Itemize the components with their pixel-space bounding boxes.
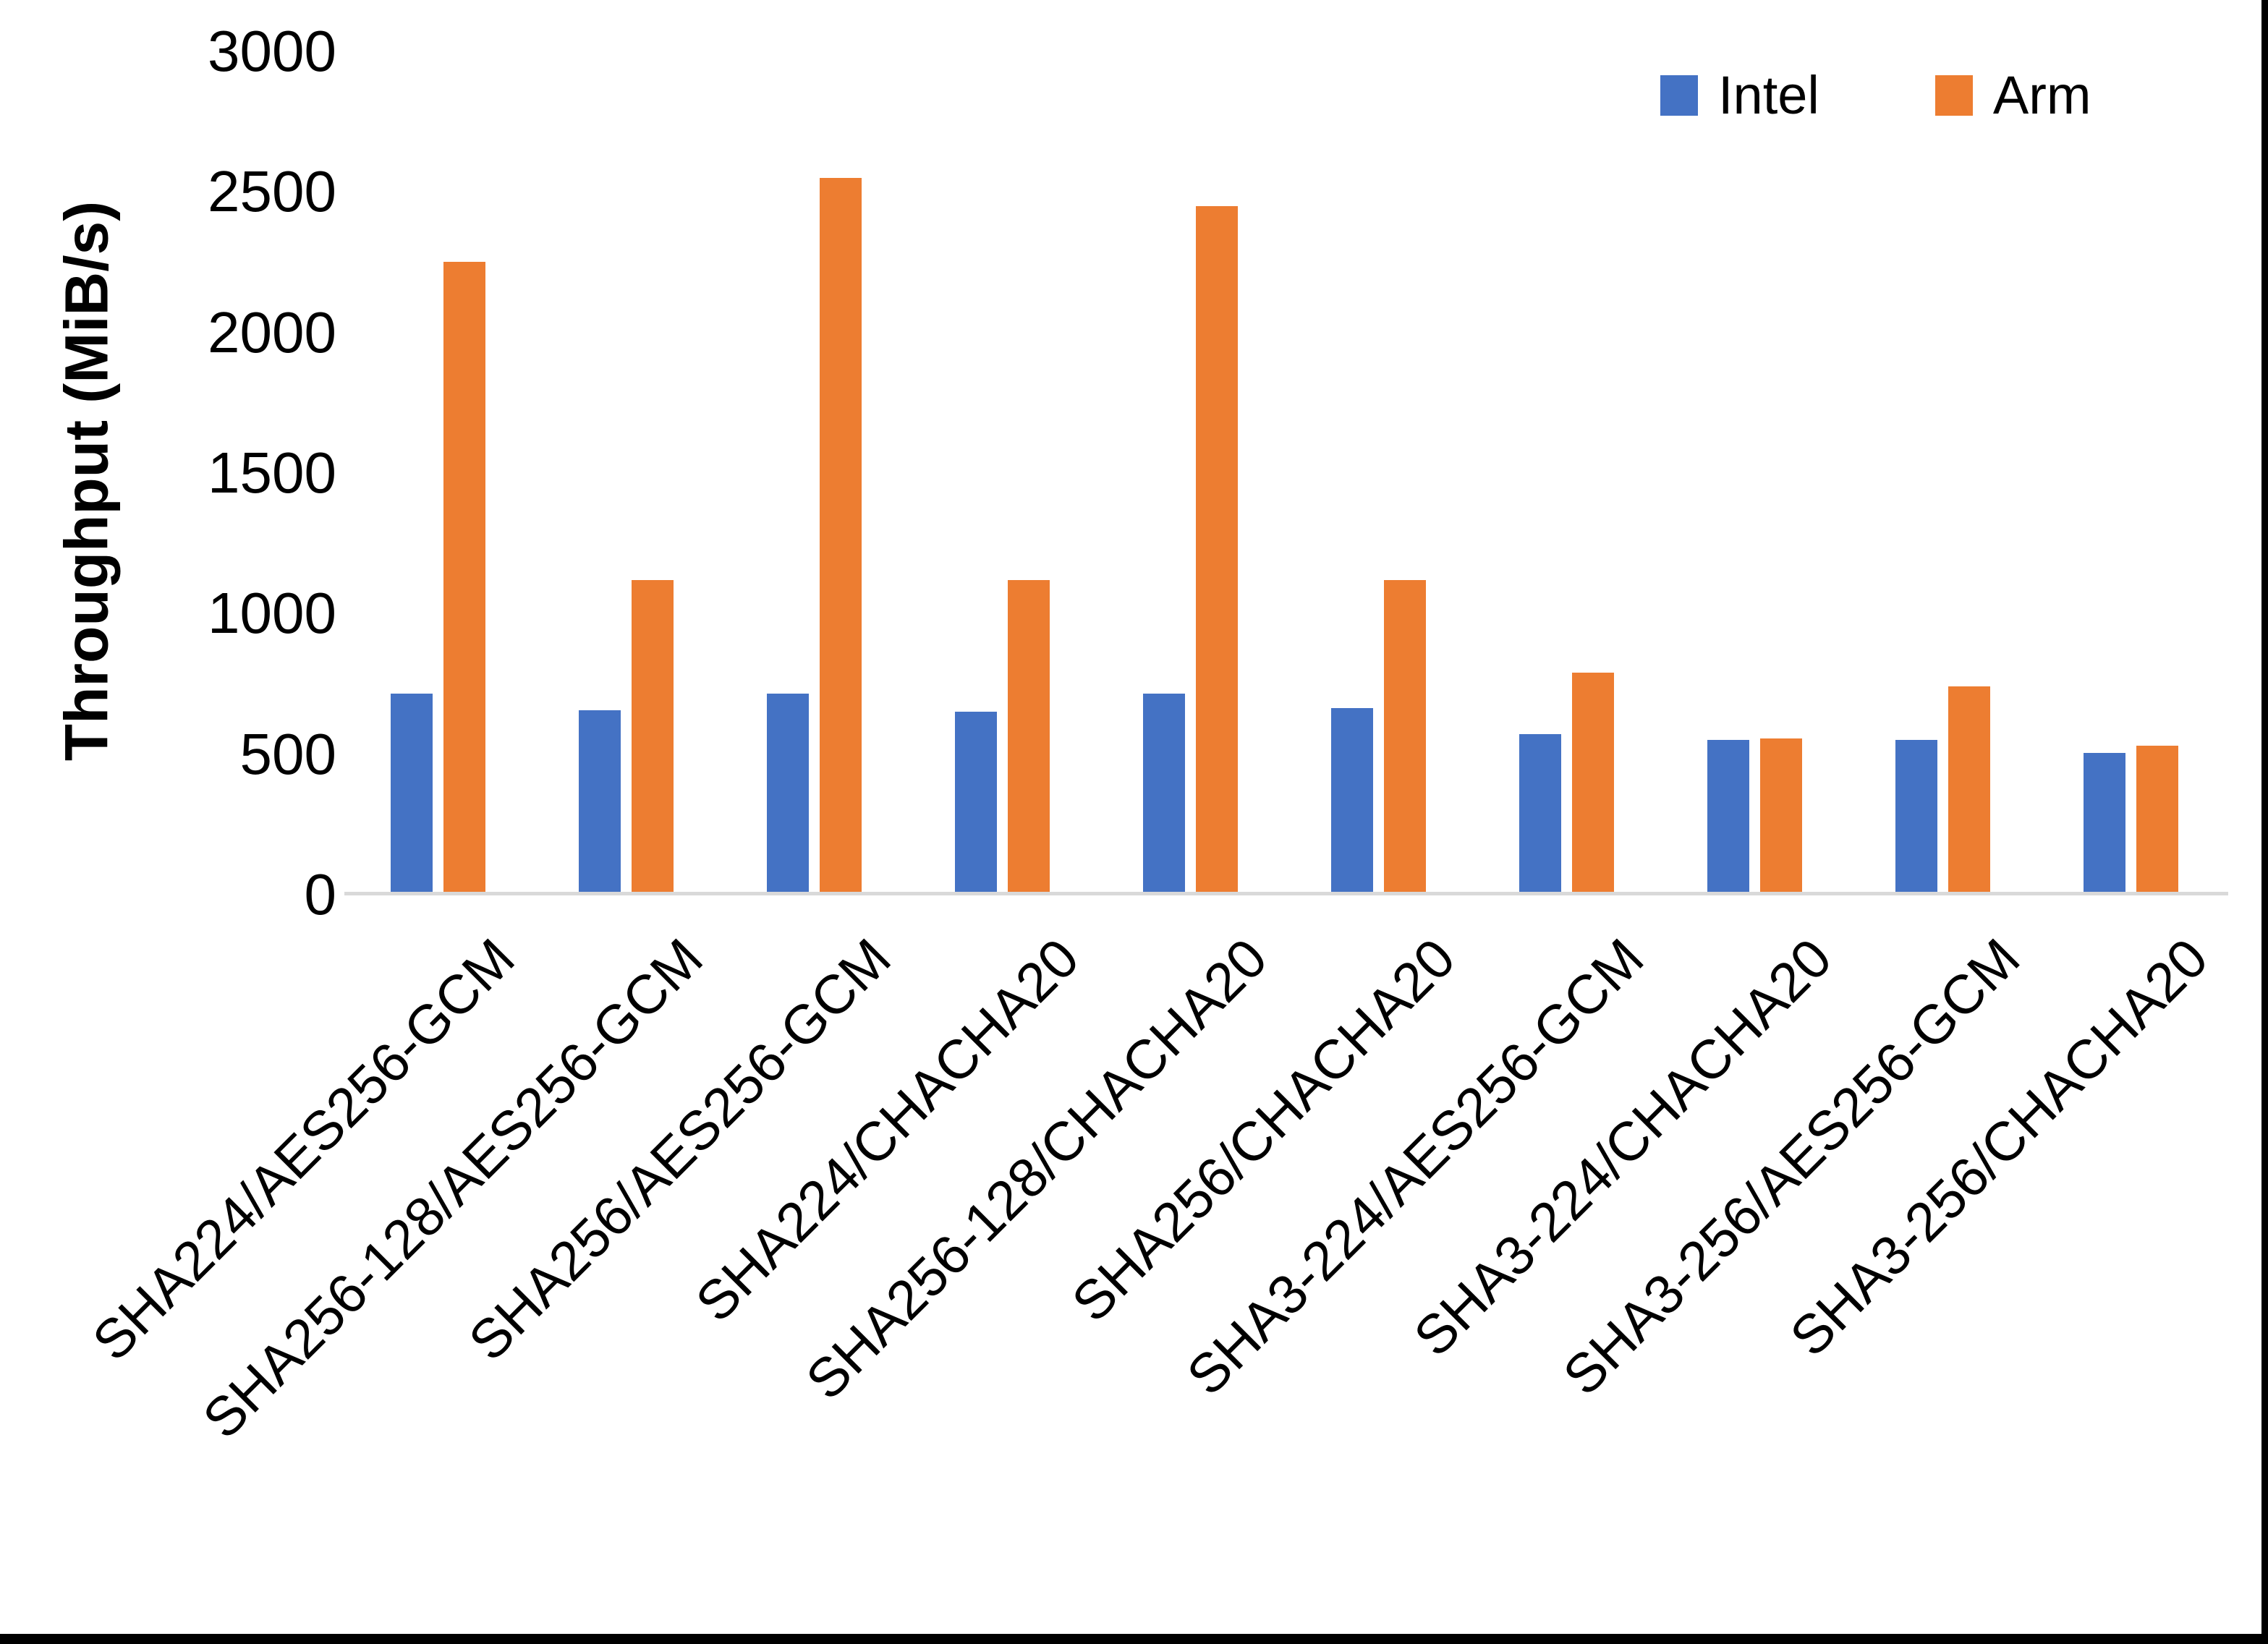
bar-intel-9 xyxy=(2084,753,2125,895)
legend-label-arm: Arm xyxy=(1992,65,2091,125)
bar-arm-4 xyxy=(1196,206,1238,895)
legend-swatch-arm xyxy=(1934,75,1973,116)
bar-arm-6 xyxy=(1572,673,1614,895)
bar-intel-5 xyxy=(1331,708,1373,895)
legend-label-intel: Intel xyxy=(1718,65,1819,125)
bar-intel-4 xyxy=(1143,694,1185,895)
y-axis-tick-label: 2000 xyxy=(208,299,336,365)
bar-arm-1 xyxy=(632,580,674,895)
bar-intel-7 xyxy=(1707,740,1749,895)
y-axis-tick-label: 0 xyxy=(304,862,337,927)
y-axis-tick-label: 2500 xyxy=(208,159,336,224)
bar-arm-7 xyxy=(1760,738,1802,895)
image-border-right xyxy=(2261,0,2268,1644)
x-axis-line xyxy=(344,892,2228,895)
bar-intel-6 xyxy=(1519,734,1561,895)
bar-arm-2 xyxy=(820,178,862,895)
y-axis-tick-label: 500 xyxy=(239,721,336,786)
bar-intel-1 xyxy=(579,710,621,895)
bar-arm-0 xyxy=(443,262,485,895)
y-axis-tick-label: 1000 xyxy=(208,581,336,646)
bar-arm-8 xyxy=(1948,686,1990,895)
bar-intel-0 xyxy=(391,694,433,895)
bar-arm-3 xyxy=(1008,580,1050,895)
legend: Intel Arm xyxy=(1660,65,2091,125)
bar-intel-2 xyxy=(767,694,809,895)
bar-intel-3 xyxy=(955,712,997,895)
y-axis-tick-label: 1500 xyxy=(208,440,336,505)
legend-swatch-intel xyxy=(1660,75,1698,116)
x-axis-category-label: SHA224/CHACHA20 xyxy=(684,927,1091,1334)
bar-intel-8 xyxy=(1895,740,1937,895)
y-axis-tick-label: 3000 xyxy=(208,19,336,83)
image-border-bottom xyxy=(0,1634,2268,1644)
bar-arm-9 xyxy=(2136,746,2178,895)
bar-arm-5 xyxy=(1384,580,1426,895)
x-axis-category-label: SHA256/CHACHA20 xyxy=(1061,927,1467,1334)
